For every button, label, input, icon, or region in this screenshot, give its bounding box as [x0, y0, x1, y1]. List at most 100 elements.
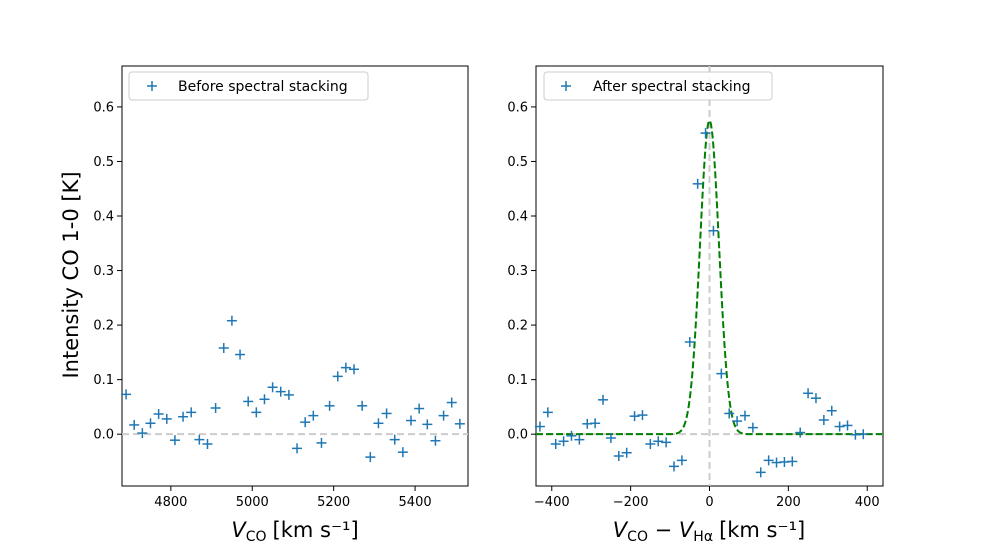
y-tick-label: 0.1: [507, 373, 528, 388]
data-point: [316, 437, 327, 448]
data-point: [178, 411, 189, 422]
data-point: [389, 434, 400, 445]
shared-y-axis-label: Intensity CO 1-0 [K]: [59, 171, 83, 378]
data-point: [534, 421, 545, 432]
data-point: [121, 389, 132, 400]
data-point: [684, 337, 695, 347]
x-axis-ticks-before: 4800 5000 5200 5400: [154, 486, 432, 510]
data-point: [605, 433, 616, 443]
data-point: [218, 343, 229, 353]
y-tick-label: 0.4: [93, 210, 114, 225]
data-point: [446, 397, 457, 408]
y-tick-label: 0.2: [93, 319, 114, 334]
data-point: [787, 456, 798, 467]
y-tick-label: 0.1: [93, 373, 114, 388]
legend-marker-after: [561, 81, 571, 91]
data-point: [153, 409, 164, 419]
data-point: [169, 435, 180, 446]
legend-after: After spectral stacking: [543, 71, 773, 101]
legend-box-before: [128, 71, 369, 101]
legend-marker-before: [147, 81, 157, 91]
data-point: [795, 427, 806, 438]
data-point: [669, 461, 680, 472]
data-point: [186, 407, 197, 418]
data-point: [243, 396, 254, 407]
data-point: [676, 455, 687, 466]
data-point: [438, 410, 449, 421]
data-point: [373, 418, 384, 429]
data-point: [161, 413, 172, 424]
data-point: [732, 416, 743, 427]
data-point: [251, 407, 262, 418]
data-point: [542, 407, 553, 418]
y-axis-ticks-before: 0.0 0.1 0.2 0.3 0.4 0.5 0.6: [93, 100, 122, 443]
data-point: [324, 400, 335, 411]
data-point: [202, 439, 213, 449]
data-point: [340, 362, 351, 373]
x-tick-label: 400: [855, 495, 880, 510]
x-axis-ticks-after: −400 −200 0 200 400: [534, 486, 880, 510]
y-tick-label: 0.0: [507, 428, 528, 443]
data-point: [129, 419, 140, 430]
data-point: [708, 225, 719, 236]
data-point: [381, 408, 392, 419]
data-point: [692, 178, 703, 189]
data-point: [716, 368, 727, 379]
data-point: [275, 386, 286, 397]
data-point: [145, 418, 156, 429]
y-tick-label: 0.3: [93, 264, 114, 279]
y-tick-label: 0.4: [507, 210, 528, 225]
data-point: [724, 408, 735, 419]
x-tick-label: −200: [613, 495, 649, 510]
legend-label-before: Before spectral stacking: [178, 79, 348, 95]
data-point: [430, 435, 441, 446]
panel-after-stacking: 0.0 0.1 0.2 0.3 0.4 0.5 0.6 −400 −200 0 200 400 Af…: [507, 65, 884, 545]
data-point: [621, 447, 632, 458]
data-point: [550, 439, 561, 449]
data-point: [267, 382, 278, 393]
data-point: [566, 430, 577, 441]
data-point: [834, 421, 845, 432]
legend-before: Before spectral stacking: [128, 71, 369, 101]
data-point: [810, 393, 821, 404]
data-point: [858, 429, 869, 440]
x-tick-label: −400: [534, 495, 570, 510]
data-point: [365, 452, 376, 463]
data-point: [300, 417, 311, 428]
data-point: [397, 447, 408, 458]
data-point: [613, 451, 624, 461]
panel-before-stacking: 0.0 0.1 0.2 0.3 0.4 0.5 0.6 4800 5000 5200 5400 B…: [93, 65, 469, 545]
data-point: [755, 467, 766, 478]
legend-box-after: [543, 71, 773, 101]
data-point: [803, 388, 814, 399]
y-tick-label: 0.5: [507, 155, 528, 170]
reference-lines-after: [536, 66, 883, 486]
data-point: [194, 434, 205, 445]
data-point: [308, 410, 319, 421]
data-point: [137, 428, 148, 439]
plot-frame-before: [121, 65, 469, 487]
data-point: [818, 415, 829, 425]
data-points-after: [534, 128, 869, 478]
data-point: [414, 403, 425, 414]
x-tick-label: 4800: [154, 495, 187, 510]
data-point: [661, 437, 672, 448]
legend-label-after: After spectral stacking: [593, 79, 751, 95]
x-tick-label: 5200: [317, 495, 350, 510]
y-tick-label: 0.6: [93, 100, 114, 115]
x-axis-label-after: VCO − VHα [km s⁻¹]: [613, 518, 805, 545]
data-point: [653, 436, 664, 447]
data-point: [558, 436, 569, 447]
data-point: [422, 419, 433, 430]
x-tick-label: 200: [776, 495, 801, 510]
y-tick-label: 0.3: [507, 264, 528, 279]
data-point: [357, 400, 368, 411]
data-point: [842, 420, 853, 431]
data-point: [747, 422, 758, 433]
x-tick-label: 5000: [236, 495, 269, 510]
data-point: [574, 434, 585, 445]
data-point: [826, 405, 837, 416]
data-point: [235, 349, 246, 360]
y-tick-label: 0.5: [93, 155, 114, 170]
